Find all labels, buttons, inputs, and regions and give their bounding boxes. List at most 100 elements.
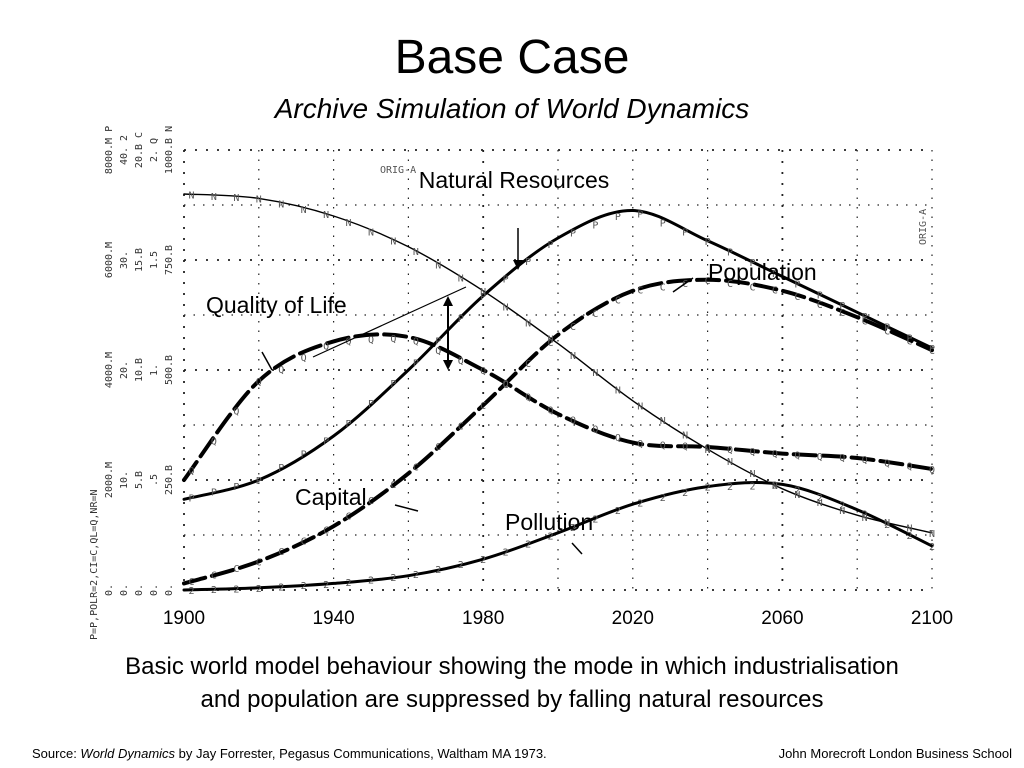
series-marker-capital: C xyxy=(637,286,643,297)
series-marker-capital: C xyxy=(592,309,598,320)
series-marker-natural-resources: N xyxy=(278,200,284,211)
series-marker-capital: C xyxy=(615,296,621,307)
scale-label-polr: 0. xyxy=(119,584,130,596)
series-marker-quality-of-life: Q xyxy=(278,365,284,376)
scale-label-ci: 20.B C xyxy=(134,132,145,168)
annotation-natural-resources: Natural Resources xyxy=(419,167,609,270)
series-marker-capital: C xyxy=(278,547,284,558)
series-marker-pollution: 2 xyxy=(458,560,464,571)
series-marker-quality-of-life: Q xyxy=(346,337,352,348)
series-marker-capital: C xyxy=(368,496,374,507)
run-label-top: ORIG-A xyxy=(380,165,416,176)
series-marker-population: P xyxy=(368,399,374,410)
series-marker-pollution: 2 xyxy=(705,483,711,494)
series-marker-quality-of-life: Q xyxy=(458,356,464,367)
series-marker-pollution: 2 xyxy=(480,555,486,566)
series-marker-pollution: 2 xyxy=(817,493,823,504)
series-line-capital xyxy=(182,277,934,586)
natural-resources-label-1: Natural Resources xyxy=(419,167,609,193)
scale-label-ci: 5.B xyxy=(134,471,145,489)
series-marker-quality-of-life: Q xyxy=(188,466,194,477)
series-marker-quality-of-life: Q xyxy=(705,443,711,454)
quality-of-life-guide xyxy=(312,286,467,358)
series-marker-capital: C xyxy=(660,282,666,293)
series-marker-capital: C xyxy=(480,401,486,412)
series-marker-pollution: 2 xyxy=(413,570,419,581)
chart-series xyxy=(182,193,934,592)
slide-subtitle: Archive Simulation of World Dynamics xyxy=(274,93,750,124)
series-marker-quality-of-life: Q xyxy=(727,445,733,456)
series-marker-capital: C xyxy=(570,322,576,333)
series-line-population xyxy=(182,208,934,501)
series-marker-pollution: 2 xyxy=(525,539,531,550)
scale-label-ql: 2. Q xyxy=(149,138,160,162)
double-arrow-head-up xyxy=(443,296,453,306)
series-marker-population: P xyxy=(705,237,711,248)
series-marker-pollution: 2 xyxy=(211,585,217,596)
series-marker-capital: C xyxy=(503,380,509,391)
series-marker-natural-resources: N xyxy=(188,190,194,201)
series-marker-quality-of-life: Q xyxy=(660,440,666,451)
series-marker-quality-of-life: Q xyxy=(592,424,598,435)
series-marker-quality-of-life: Q xyxy=(749,447,755,458)
series-marker-natural-resources: N xyxy=(682,431,688,442)
series-marker-quality-of-life: Q xyxy=(435,346,441,357)
series-marker-population: P xyxy=(839,301,845,312)
series-marker-capital: C xyxy=(817,300,823,311)
scale-label-p: 2000.M xyxy=(104,462,115,498)
series-marker-pollution: 2 xyxy=(278,582,284,593)
scale-label-polr: 40. 2 xyxy=(119,135,130,165)
series-marker-pollution: 2 xyxy=(839,501,845,512)
series-marker-quality-of-life: Q xyxy=(839,453,845,464)
series-marker-capital: C xyxy=(727,279,733,290)
series-marker-natural-resources: N xyxy=(884,518,890,529)
series-marker-pollution: 2 xyxy=(233,584,239,595)
source-suffix: by Jay Forrester, Pegasus Communications… xyxy=(175,746,547,761)
quality-of-life-label-1: Quality of Life xyxy=(206,292,347,318)
chart-caption: Basic world model behaviour showing the … xyxy=(0,650,1024,716)
series-marker-natural-resources: N xyxy=(435,260,441,271)
series-marker-natural-resources: N xyxy=(323,210,329,221)
series-marker-capital: C xyxy=(435,442,441,453)
scale-label-polr: 20. xyxy=(119,361,130,379)
series-marker-natural-resources: N xyxy=(727,457,733,468)
series-marker-capital: C xyxy=(749,282,755,293)
series-marker-pollution: 2 xyxy=(323,580,329,591)
series-marker-population: P xyxy=(615,212,621,223)
capital-pointer xyxy=(394,504,419,512)
series-marker-pollution: 2 xyxy=(592,515,598,526)
series-marker-quality-of-life: Q xyxy=(794,450,800,461)
series-marker-capital: C xyxy=(413,463,419,474)
scale-label-ql: 1. xyxy=(149,364,160,376)
series-marker-pollution: 2 xyxy=(435,565,441,576)
series-marker-pollution: 2 xyxy=(862,509,868,520)
series-marker-pollution: 2 xyxy=(548,531,554,542)
series-marker-capital: C xyxy=(188,577,194,588)
series-marker-pollution: 2 xyxy=(503,547,509,558)
series-marker-capital: C xyxy=(772,286,778,297)
series-marker-quality-of-life: Q xyxy=(884,458,890,469)
series-marker-natural-resources: N xyxy=(929,529,935,540)
series-marker-quality-of-life: Q xyxy=(211,436,217,447)
series-marker-population: P xyxy=(188,493,194,504)
series-marker-population: P xyxy=(211,488,217,499)
series-marker-natural-resources: N xyxy=(480,287,486,298)
series-marker-capital: C xyxy=(390,480,396,491)
series-marker-population: P xyxy=(458,314,464,325)
run-label-side: ORIG-A xyxy=(918,209,929,245)
series-marker-capital: C xyxy=(458,422,464,433)
series-marker-quality-of-life: Q xyxy=(390,334,396,345)
slide-title: Base Case xyxy=(394,31,630,84)
series-marker-natural-resources: N xyxy=(570,351,576,362)
series-marker-population: P xyxy=(660,219,666,230)
series-marker-pollution: 2 xyxy=(772,481,778,492)
series-marker-natural-resources: N xyxy=(817,498,823,509)
population-label: Population xyxy=(708,259,817,285)
series-marker-population: P xyxy=(256,476,262,487)
x-tick-label: 2100 xyxy=(911,608,953,629)
series-marker-pollution: 2 xyxy=(188,586,194,597)
scale-label-p: 6000.M xyxy=(104,242,115,278)
series-marker-natural-resources: N xyxy=(211,192,217,203)
series-marker-natural-resources: N xyxy=(390,237,396,248)
series-marker-population: P xyxy=(323,436,329,447)
